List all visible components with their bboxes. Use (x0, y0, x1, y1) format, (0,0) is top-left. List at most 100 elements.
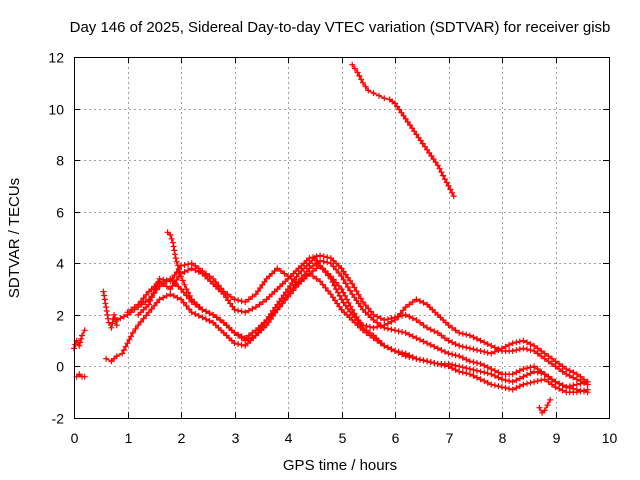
data-point-marker (484, 370, 491, 377)
data-point-marker (459, 364, 466, 371)
data-point-marker (409, 315, 416, 322)
x-tick-label: 9 (553, 430, 561, 446)
data-point-marker (426, 149, 433, 156)
series-s3 (100, 288, 120, 331)
data-point-marker (143, 312, 150, 319)
data-point-marker (534, 378, 541, 384)
data-point-marker (466, 371, 473, 378)
x-tick-label: 0 (71, 430, 79, 446)
data-point-marker (163, 292, 170, 299)
data-point-marker (402, 350, 409, 357)
data-point-marker (409, 354, 416, 360)
data-point-marker (427, 359, 434, 366)
data-point-marker (225, 297, 232, 304)
data-point-marker (120, 313, 127, 320)
data-point-marker (192, 262, 199, 269)
data-point-marker (357, 303, 364, 310)
data-point-marker (466, 332, 473, 339)
data-point-marker (137, 318, 144, 325)
data-point-marker (347, 287, 354, 294)
data-point-marker (292, 278, 299, 285)
data-point-marker (102, 300, 109, 307)
data-point-marker (430, 156, 437, 163)
data-point-marker (547, 396, 554, 403)
gridlines (74, 57, 610, 419)
data-point-marker (229, 303, 236, 310)
data-point-marker (319, 281, 326, 288)
data-point-marker (570, 374, 577, 381)
data-point-marker (340, 299, 347, 306)
series-line (116, 259, 589, 388)
data-point-marker (256, 301, 263, 308)
data-point-marker (397, 310, 404, 317)
data-point-marker (531, 348, 538, 354)
data-point-marker (420, 338, 427, 345)
data-point-marker (449, 339, 456, 346)
data-point-marker (319, 266, 326, 273)
data-point-marker (322, 269, 329, 276)
data-point-marker (180, 299, 187, 306)
data-point-marker (147, 297, 154, 304)
data-point-marker (124, 340, 131, 347)
data-point-marker (113, 317, 120, 323)
data-point-marker (340, 289, 347, 296)
data-point-marker (111, 311, 118, 318)
plot-frame (74, 57, 610, 419)
data-point-marker (434, 162, 441, 169)
data-point-marker (384, 344, 391, 351)
data-point-marker (417, 298, 423, 305)
data-point-marker (527, 347, 534, 354)
data-point-marker (452, 341, 459, 348)
data-point-marker (199, 306, 206, 313)
data-point-marker (566, 372, 573, 379)
data-point-marker (310, 262, 316, 269)
data-point-marker (428, 153, 435, 159)
data-point-marker (548, 355, 555, 362)
data-point-marker (77, 339, 84, 346)
data-point-marker (195, 265, 202, 272)
data-point-marker (527, 364, 534, 371)
data-point-marker (474, 347, 480, 354)
data-point-marker (438, 347, 445, 354)
data-point-marker (285, 293, 291, 300)
data-point-marker (513, 377, 520, 384)
data-point-marker (513, 369, 520, 376)
data-point-marker (362, 83, 369, 90)
data-point-marker (392, 317, 398, 323)
data-point-marker (541, 371, 548, 378)
series-layer (71, 61, 591, 416)
data-point-marker (513, 347, 520, 354)
data-point-marker (109, 320, 116, 327)
data-point-marker (459, 343, 466, 350)
data-point-marker (396, 106, 403, 113)
data-point-marker (559, 382, 566, 389)
data-point-marker (377, 315, 384, 322)
data-point-marker (206, 273, 213, 280)
x-tick-labels: 0 1 2 3 4 5 6 7 8 9 10 (71, 430, 618, 446)
data-point-marker (117, 315, 124, 322)
data-point-marker (459, 330, 466, 337)
data-point-marker (548, 376, 555, 383)
data-point-marker (325, 272, 332, 279)
data-point-marker (417, 336, 423, 343)
data-point-marker (317, 262, 324, 269)
data-point-marker (377, 340, 384, 347)
data-point-marker (150, 290, 157, 297)
data-point-marker (456, 342, 463, 349)
data-point-marker (149, 294, 155, 301)
data-point-marker (261, 278, 268, 285)
data-point-marker (333, 286, 340, 293)
data-point-marker (570, 369, 577, 376)
data-point-marker (509, 371, 516, 378)
x-axis-label: GPS time / hours (283, 457, 397, 474)
data-point-marker (456, 329, 463, 336)
data-point-marker (203, 316, 209, 323)
data-point-marker (440, 172, 447, 179)
data-point-marker (277, 268, 284, 274)
data-point-marker (400, 112, 407, 119)
data-point-marker (338, 286, 345, 293)
data-point-marker (151, 302, 158, 309)
data-point-marker (324, 254, 331, 261)
data-point-marker (545, 358, 552, 365)
data-point-marker (381, 317, 388, 323)
